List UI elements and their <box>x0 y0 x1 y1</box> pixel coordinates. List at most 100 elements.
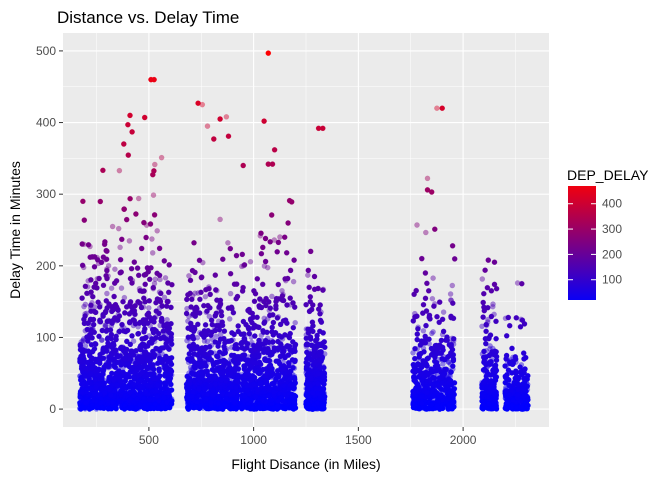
data-point <box>88 289 94 295</box>
data-point <box>284 275 291 282</box>
data-point <box>287 267 294 274</box>
data-point <box>87 254 93 260</box>
data-point <box>223 114 230 120</box>
data-point <box>420 345 427 352</box>
data-point <box>214 287 220 294</box>
data-point <box>96 333 102 340</box>
data-point <box>127 112 133 119</box>
data-point <box>146 305 152 311</box>
data-point <box>102 323 109 330</box>
data-point <box>275 358 282 365</box>
data-point <box>287 295 293 301</box>
data-point <box>217 369 224 376</box>
data-point <box>411 396 417 403</box>
data-point <box>305 401 312 408</box>
data-point <box>204 308 210 314</box>
data-point <box>515 386 522 393</box>
data-point <box>130 381 137 388</box>
data-point <box>218 364 224 371</box>
data-point <box>426 314 432 321</box>
data-point <box>139 353 145 359</box>
data-point <box>492 373 499 380</box>
data-point <box>217 354 223 361</box>
data-point <box>436 375 443 381</box>
data-point <box>118 285 125 291</box>
data-point <box>257 380 264 387</box>
data-point <box>290 324 297 331</box>
data-point <box>419 400 425 406</box>
data-point <box>255 354 262 360</box>
data-point <box>262 235 269 242</box>
data-point <box>281 377 288 384</box>
data-point <box>488 288 495 294</box>
data-point <box>445 367 452 373</box>
data-point <box>493 403 499 409</box>
data-point <box>227 245 234 252</box>
data-point <box>129 333 135 339</box>
data-point <box>196 355 203 362</box>
data-point <box>275 314 282 320</box>
data-point <box>116 368 122 374</box>
data-point <box>117 270 123 276</box>
data-point <box>510 354 516 361</box>
data-point <box>120 298 126 305</box>
data-point <box>520 386 527 393</box>
data-point <box>134 353 141 360</box>
data-point <box>411 389 417 396</box>
data-point <box>147 391 154 397</box>
data-point <box>291 376 298 383</box>
data-point <box>488 313 495 320</box>
data-point <box>92 376 98 383</box>
data-point <box>151 326 158 333</box>
data-point <box>291 257 297 263</box>
data-point <box>307 334 314 340</box>
data-point <box>503 388 510 394</box>
data-point <box>303 381 310 387</box>
data-point <box>165 289 172 296</box>
data-point <box>94 275 101 282</box>
data-point <box>129 365 136 371</box>
data-point <box>414 381 421 388</box>
data-point <box>308 306 315 313</box>
data-point <box>106 386 113 393</box>
data-point <box>79 262 86 269</box>
data-point <box>81 217 88 223</box>
data-point <box>233 341 239 348</box>
data-point <box>317 364 323 370</box>
data-point <box>523 403 530 410</box>
data-point <box>95 367 101 374</box>
data-point <box>79 404 85 411</box>
data-point <box>145 343 151 349</box>
data-point <box>145 341 151 348</box>
data-point <box>416 405 422 411</box>
data-point <box>204 123 211 129</box>
data-point <box>126 363 133 370</box>
data-point <box>231 399 238 406</box>
data-point <box>108 285 115 291</box>
data-point <box>239 263 245 270</box>
data-point <box>192 269 198 276</box>
data-point <box>127 299 134 305</box>
data-point <box>91 264 98 270</box>
data-point <box>267 239 273 245</box>
data-point <box>185 318 191 324</box>
data-point <box>503 356 509 362</box>
data-point <box>186 387 193 393</box>
data-point <box>100 382 107 388</box>
data-point <box>108 392 114 399</box>
data-point <box>149 389 156 395</box>
data-point <box>208 349 215 356</box>
data-point <box>83 382 90 388</box>
data-point <box>252 393 259 400</box>
data-point <box>101 390 108 396</box>
data-point <box>242 393 248 399</box>
data-point <box>434 403 440 410</box>
data-point <box>244 343 251 349</box>
data-point <box>161 294 168 301</box>
data-point <box>139 377 146 384</box>
data-point <box>482 335 489 342</box>
data-point <box>287 330 293 337</box>
data-point <box>153 314 159 320</box>
data-point <box>157 335 164 342</box>
data-point <box>513 315 520 321</box>
